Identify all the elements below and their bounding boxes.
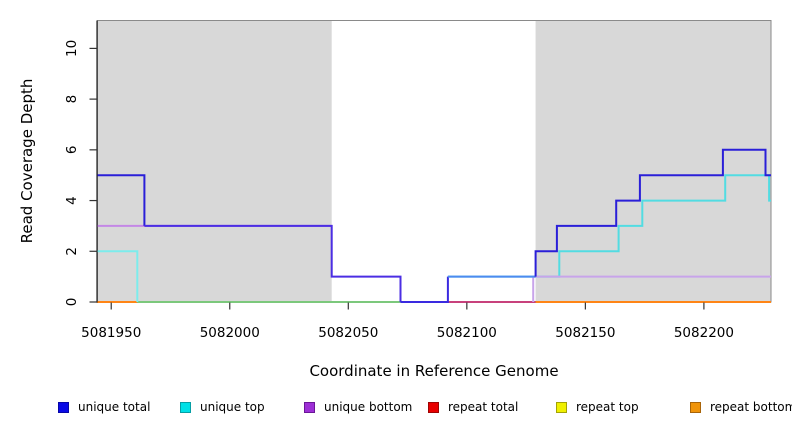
x-tick-label-2: 5082050 xyxy=(318,325,378,341)
legend-swatch-repeat-total xyxy=(428,401,439,413)
shaded-region-0 xyxy=(97,21,332,302)
legend-swatch-repeat-bottom xyxy=(690,401,701,413)
legend-label: unique bottom xyxy=(324,400,413,414)
series-segment-unique-total-e xyxy=(534,148,771,277)
legend-label: repeat bottom xyxy=(710,400,792,414)
legend-swatch-unique-total xyxy=(58,401,69,413)
x-tick-label-3: 5082100 xyxy=(437,325,497,341)
series-segment-unique-total-b xyxy=(144,224,402,302)
y-tick-label-3: 6 xyxy=(64,146,80,155)
series-segment-unique-top-left xyxy=(97,250,139,302)
x-tick-label-1: 5082000 xyxy=(200,325,260,341)
legend-label: unique total xyxy=(78,400,151,414)
legend-item-repeat-total: repeat total xyxy=(428,400,518,414)
legend-label: repeat top xyxy=(576,400,639,414)
legend: unique total unique top unique bottom repea… xyxy=(0,400,792,420)
legend-item-unique-bottom: unique bottom xyxy=(304,400,412,414)
y-tick-label-5: 10 xyxy=(64,40,80,57)
series-segment-unique-total-a xyxy=(97,174,146,226)
legend-swatch-unique-bottom xyxy=(304,401,315,413)
legend-item-repeat-top: repeat top xyxy=(556,400,639,414)
x-tick-label-0: 5081950 xyxy=(81,325,141,341)
y-tick-label-0: 0 xyxy=(64,298,80,307)
legend-swatch-repeat-top xyxy=(556,401,567,413)
y-tick-label-1: 2 xyxy=(64,247,80,256)
x-axis-title: Coordinate in Reference Genome xyxy=(309,362,559,380)
shaded-region-1 xyxy=(535,21,771,302)
legend-label: repeat total xyxy=(448,400,519,414)
legend-item-unique-top: unique top xyxy=(180,400,265,414)
y-axis-title: Read Coverage Depth xyxy=(18,78,36,244)
x-tick-label-4: 5082150 xyxy=(555,325,615,341)
series-segment-unique-total-c xyxy=(400,276,449,303)
x-tick-label-5: 5082200 xyxy=(674,325,734,341)
legend-label: unique top xyxy=(200,400,265,414)
legend-item-unique-total: unique total xyxy=(58,400,150,414)
y-tick-label-4: 8 xyxy=(64,95,80,104)
legend-swatch-unique-top xyxy=(180,401,191,413)
y-tick-label-2: 4 xyxy=(64,196,80,205)
legend-item-repeat-bottom: repeat bottom xyxy=(690,400,792,414)
series-segment-unique-top-right xyxy=(447,174,771,278)
